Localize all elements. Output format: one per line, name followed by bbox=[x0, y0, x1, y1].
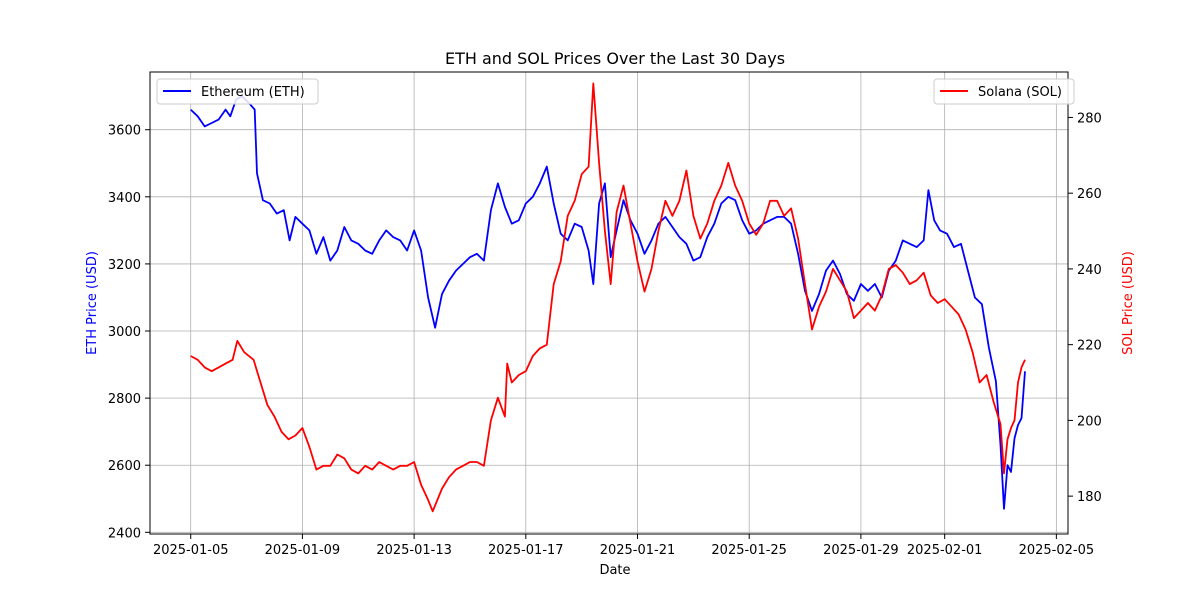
y-left-tick-label: 2800 bbox=[108, 392, 141, 407]
y-right-tick-label: 200 bbox=[1077, 414, 1102, 429]
legend-sol-box bbox=[933, 78, 1075, 105]
chart-title: ETH and SOL Prices Over the Last 30 Days bbox=[445, 49, 785, 68]
y-left-tick-label: 2400 bbox=[108, 526, 141, 541]
y-right-tick-label: 240 bbox=[1077, 263, 1102, 278]
plot-frame bbox=[149, 71, 1069, 535]
x-tick-label: 2025-02-01 bbox=[907, 543, 983, 558]
y-left-tick-label: 3600 bbox=[108, 124, 141, 139]
axes: 2025-01-05 2025-01-09 2025-01-13 2025-01-17… bbox=[108, 111, 1102, 558]
y-right-tick-label: 280 bbox=[1077, 111, 1102, 126]
series-lines bbox=[190, 82, 1026, 513]
sol-price-line bbox=[190, 82, 1026, 513]
x-tick-label: 2025-01-05 bbox=[153, 543, 229, 558]
x-tick-label: 2025-01-17 bbox=[488, 543, 564, 558]
y-axis-right-label: SOL Price (USD) bbox=[1121, 251, 1136, 355]
x-axis-label: Date bbox=[599, 563, 630, 578]
y-left-tick-label: 3400 bbox=[108, 191, 141, 206]
x-tick-label: 2025-01-29 bbox=[823, 543, 899, 558]
x-tick-label: 2025-01-25 bbox=[711, 543, 787, 558]
y-right-tick-label: 260 bbox=[1077, 187, 1102, 202]
x-tick-label: 2025-01-21 bbox=[600, 543, 676, 558]
legend-eth-box bbox=[156, 78, 319, 105]
legend-sol: Solana (SOL) bbox=[933, 78, 1075, 105]
y-right-tick-label: 180 bbox=[1077, 490, 1102, 505]
legend-eth: Ethereum (ETH) bbox=[156, 78, 319, 105]
x-tick-label: 2025-01-09 bbox=[265, 543, 341, 558]
x-tick-label: 2025-02-05 bbox=[1019, 543, 1095, 558]
y-right-tick-label: 220 bbox=[1077, 339, 1102, 354]
y-left-tick-label: 3200 bbox=[108, 258, 141, 273]
y-left-tick-label: 3000 bbox=[108, 325, 141, 340]
y-axis-left-label: ETH Price (USD) bbox=[85, 251, 100, 355]
y-left-tick-label: 2600 bbox=[108, 459, 141, 474]
x-tick-label: 2025-01-13 bbox=[376, 543, 452, 558]
legend-sol-label: Solana (SOL) bbox=[978, 85, 1062, 100]
legend-eth-label: Ethereum (ETH) bbox=[201, 85, 305, 100]
